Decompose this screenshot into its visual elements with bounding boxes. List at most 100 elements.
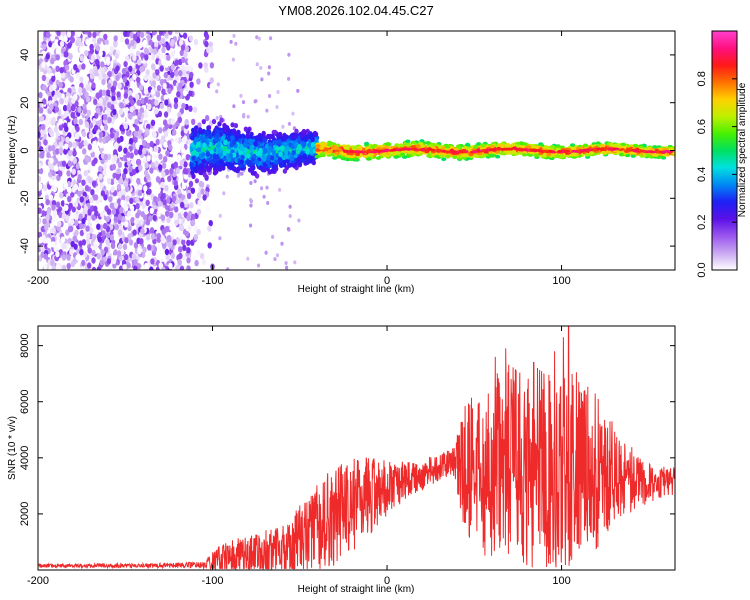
- spectrogram-cell: [157, 200, 163, 207]
- spectrogram-cell: [156, 85, 162, 92]
- spectrogram-cell: [105, 238, 110, 246]
- spectrogram-cell: [142, 147, 147, 155]
- spectrogram-cell: [170, 71, 175, 79]
- spectrogram-cell: [72, 150, 77, 157]
- spectrogram-cell: [164, 248, 170, 256]
- spectrogram-cell: [133, 265, 138, 270]
- spectrogram-cell: [162, 82, 167, 90]
- spectrogram-cell: [93, 243, 99, 250]
- spectrogram-cell: [137, 148, 143, 156]
- spectrogram-cell: [83, 205, 89, 212]
- spectrogram-cell: [255, 150, 260, 157]
- spectrogram-cell: [187, 58, 192, 65]
- spectrogram-cell: [186, 265, 191, 270]
- spectrogram-cell: [151, 80, 157, 87]
- spectrogram-cell: [101, 72, 107, 80]
- spectrogram-cell: [231, 57, 235, 62]
- spectrogram-cell: [183, 161, 188, 168]
- spectrogram-cell: [79, 229, 85, 237]
- spectrogram-cell: [152, 214, 157, 222]
- spectrogram-cell: [254, 173, 260, 179]
- spectrogram-cell: [55, 201, 61, 208]
- spectrogram-cell: [117, 213, 123, 221]
- spectrogram-cell: [200, 152, 206, 158]
- spectrogram-cell: [105, 231, 111, 239]
- spectrogram-cell: [81, 239, 87, 246]
- spectrogram-cell: [96, 223, 101, 230]
- spectrogram-cell: [91, 90, 96, 98]
- spectrogram-cell: [41, 74, 47, 82]
- spectrogram-cell: [139, 238, 144, 245]
- spectrogram-cell: [287, 121, 291, 126]
- spectrogram-cell: [163, 156, 168, 163]
- spectrogram-cell: [92, 140, 97, 148]
- spectrogram-cell: [235, 129, 241, 135]
- spectrogram-cells: [38, 31, 675, 270]
- spectrogram-cell: [97, 120, 102, 127]
- spectrogram-cell: [144, 162, 149, 169]
- spectrogram-cell: [128, 113, 133, 120]
- spectrogram-cell: [67, 150, 73, 157]
- spectrogram-cell: [122, 76, 128, 83]
- spectrogram-cell: [165, 150, 170, 157]
- spectrogram-cell: [150, 233, 156, 240]
- spectrogram-cell: [72, 157, 78, 165]
- spectrogram-cell: [58, 124, 64, 131]
- spectrogram-cell: [89, 72, 95, 80]
- spectrogram-cell: [287, 162, 292, 168]
- spectrogram-cell: [123, 168, 128, 175]
- spectrogram-cell: [59, 192, 64, 199]
- spectrogram-cell: [40, 194, 45, 201]
- spectrogram-cell: [79, 196, 85, 203]
- spectrogram-cell: [260, 77, 264, 82]
- spectrogram-cell: [87, 247, 92, 254]
- spectrogram-cell: [208, 220, 213, 227]
- spectrogram-cell: [113, 154, 118, 161]
- spectrogram-cell: [100, 61, 105, 68]
- spectrogram-cell: [197, 199, 202, 207]
- spectrogram-cell: [93, 157, 98, 164]
- spectrogram-cell: [282, 141, 288, 147]
- spectrogram-cell: [210, 145, 215, 151]
- spectrogram-cell: [156, 186, 161, 194]
- spectrogram-cell: [209, 162, 214, 169]
- spectrogram-cell: [171, 195, 177, 202]
- spectrogram-cell: [166, 44, 171, 51]
- spectrogram-cell: [166, 197, 171, 204]
- spectrogram-cell: [105, 135, 110, 142]
- spectrogram-cell: [178, 82, 183, 89]
- spectrogram-cell: [181, 254, 187, 261]
- spectrogram-cell: [185, 154, 190, 161]
- spectrogram-cell: [135, 203, 140, 210]
- spectrogram-cell: [146, 155, 151, 162]
- spectrogram-cell: [104, 44, 109, 51]
- spectrogram-cell: [230, 135, 235, 141]
- spectrogram-cell: [178, 246, 183, 253]
- spectrogram-cell: [186, 257, 191, 264]
- spectrogram-cell: [168, 144, 173, 151]
- spectrogram-cell: [131, 168, 137, 176]
- spectrogram-cell: [178, 252, 183, 260]
- spectrogram-cell: [98, 97, 103, 104]
- spectrogram-cell: [177, 259, 182, 266]
- spectrogram-cell: [46, 151, 51, 159]
- spectrogram-cell: [277, 139, 282, 145]
- spectrogram-cell: [253, 99, 257, 104]
- spectrogram-cell: [39, 115, 44, 122]
- spectrogram-cell: [177, 101, 182, 109]
- spectrogram-cell: [136, 159, 142, 166]
- spectrogram-cell: [288, 204, 292, 209]
- spectrogram-cell: [51, 75, 56, 83]
- spectrogram-cell: [287, 76, 291, 81]
- spectrogram-cell: [57, 92, 62, 99]
- spectrogram-cell: [177, 212, 182, 220]
- spectrogram-cell: [113, 35, 118, 42]
- spectrogram-cell: [74, 219, 79, 227]
- spectrogram-cell: [190, 213, 196, 220]
- spectrogram-cell: [296, 88, 300, 93]
- spectrogram-cell: [103, 153, 109, 161]
- spectrogram-cell: [42, 84, 47, 91]
- spectrogram-cell: [105, 89, 111, 96]
- spectrogram-cell: [66, 254, 71, 261]
- spectrogram-cell: [87, 209, 92, 216]
